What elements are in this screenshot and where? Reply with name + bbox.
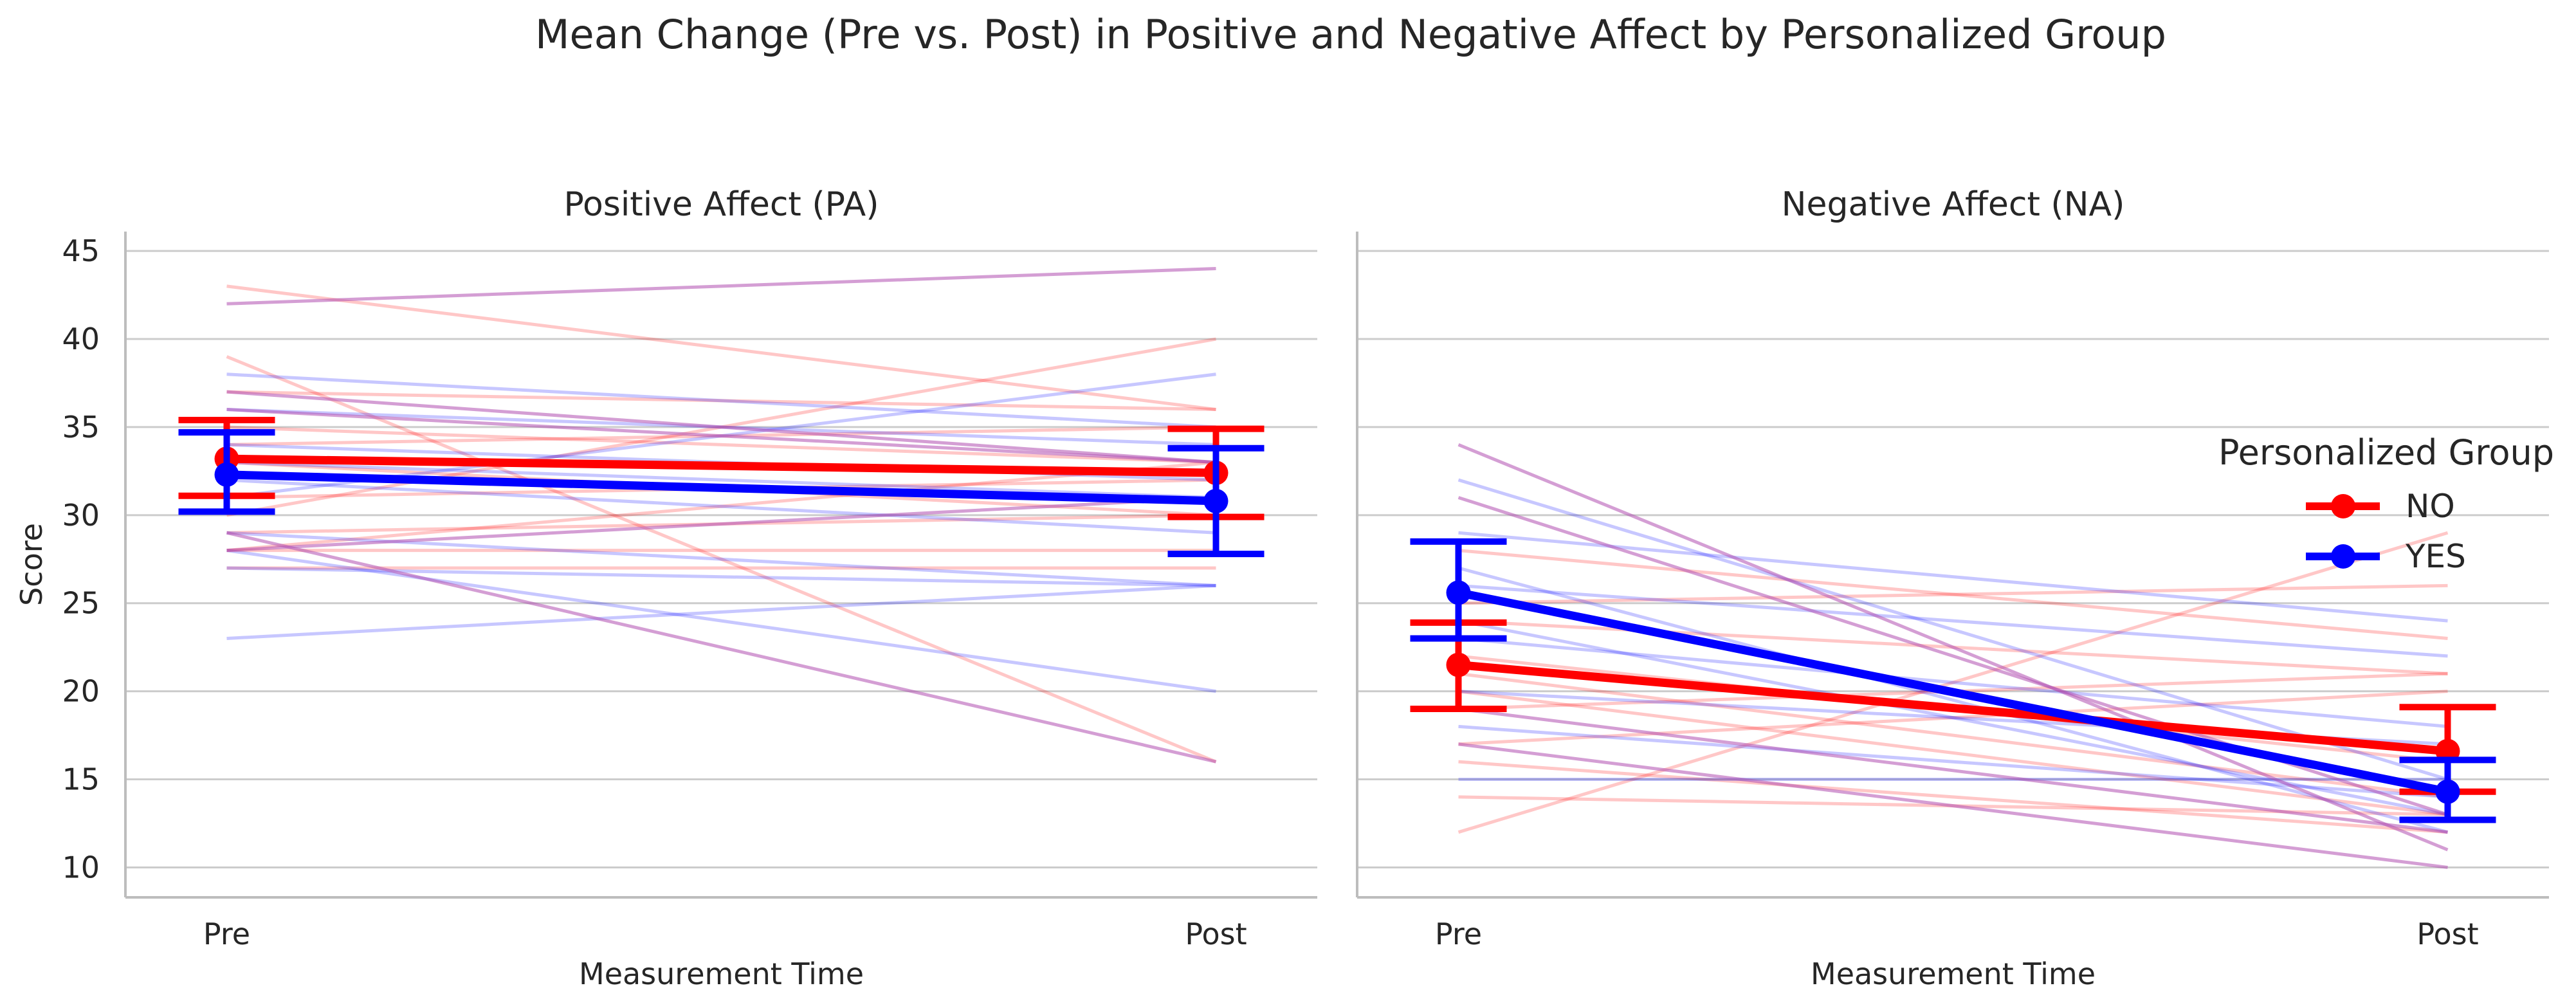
subject-line	[1457, 496, 2449, 816]
legend-title: Personalized Group	[2218, 432, 2554, 473]
subject-line	[226, 372, 1216, 429]
y-tick-label: 40	[62, 322, 100, 356]
panel-na: Pre Post Negative Affect (NA) Measurement T…	[1356, 185, 2549, 991]
y-tick-label: 45	[62, 234, 100, 268]
subject-line	[1458, 583, 2448, 605]
subject-line	[1458, 549, 2448, 640]
subject-line	[226, 461, 1216, 499]
subject-line	[1457, 478, 2449, 781]
subject-line	[226, 284, 1216, 412]
chart-title: Mean Change (Pre vs. Post) in Positive a…	[535, 11, 2166, 58]
subject-line	[226, 478, 1216, 535]
x-tick-label-pre: Pre	[1435, 917, 1482, 951]
subject-line	[1457, 531, 2449, 834]
series-yes	[178, 429, 1265, 558]
subject-line	[1458, 690, 2448, 816]
subject-line	[226, 531, 1217, 764]
mean-point-yes	[2435, 779, 2460, 804]
subject-line	[226, 495, 1216, 553]
subject-line	[226, 390, 1216, 412]
subject-line	[1458, 672, 2448, 799]
subject-line	[1458, 583, 2448, 658]
subject-line	[1458, 637, 2448, 728]
subject-line	[226, 425, 1216, 464]
subject-line	[226, 549, 1216, 693]
legend-entry-no: NO	[2306, 488, 2455, 525]
subject-line	[1458, 531, 2448, 623]
x-axis-label: Measurement Time	[1811, 957, 2096, 991]
legend-label: YES	[2405, 538, 2466, 575]
panel-pa: 10 15 20 25 30 35 40 45 Pre Post Positive Affect (…	[14, 185, 1317, 991]
y-tick-label: 15	[62, 762, 100, 797]
x-axis-label: Measurement Time	[579, 957, 864, 991]
panel-title: Negative Affect (NA)	[1782, 185, 2125, 224]
mean-point-yes	[1203, 488, 1229, 513]
legend-entry-yes: YES	[2306, 538, 2466, 575]
subject-line	[1458, 742, 2448, 869]
mean-line-no	[1454, 661, 2452, 756]
subject-line	[1458, 724, 2448, 799]
subject-line	[1458, 690, 2448, 746]
subject-line	[1458, 760, 2448, 834]
subject-line	[1457, 443, 2449, 852]
y-tick-label: 10	[62, 850, 100, 884]
mean-point-yes	[214, 462, 239, 487]
subject-line	[226, 408, 1216, 464]
x-tick-label-post: Post	[1185, 917, 1247, 951]
legend-label: NO	[2406, 488, 2455, 525]
x-tick-label-pre: Pre	[203, 917, 250, 951]
mean-point-no	[1446, 652, 1471, 677]
y-tick-label: 20	[62, 674, 100, 709]
subject-line	[226, 355, 1217, 764]
subject-lines	[1457, 443, 2449, 869]
subject-line	[226, 583, 1216, 640]
subject-line	[226, 390, 1216, 464]
mean-point-yes	[1446, 580, 1471, 605]
y-tick-label: 25	[62, 586, 100, 621]
y-tick-label: 35	[62, 410, 100, 444]
mean-line-no	[223, 454, 1220, 477]
legend-marker	[2331, 544, 2355, 569]
legend-marker	[2331, 494, 2355, 518]
mean-line-yes	[223, 470, 1220, 506]
panel-title: Positive Affect (PA)	[563, 185, 879, 224]
subject-line	[1457, 566, 2449, 834]
series-yes	[1410, 538, 2496, 823]
subject-line	[226, 267, 1216, 306]
y-tick-label: 30	[62, 498, 100, 533]
subject-line	[226, 461, 1216, 553]
y-axis-label: Score	[14, 523, 49, 606]
mean-line-yes	[1454, 588, 2452, 796]
subject-line	[1458, 707, 2448, 834]
x-tick-label-post: Post	[2416, 917, 2478, 951]
